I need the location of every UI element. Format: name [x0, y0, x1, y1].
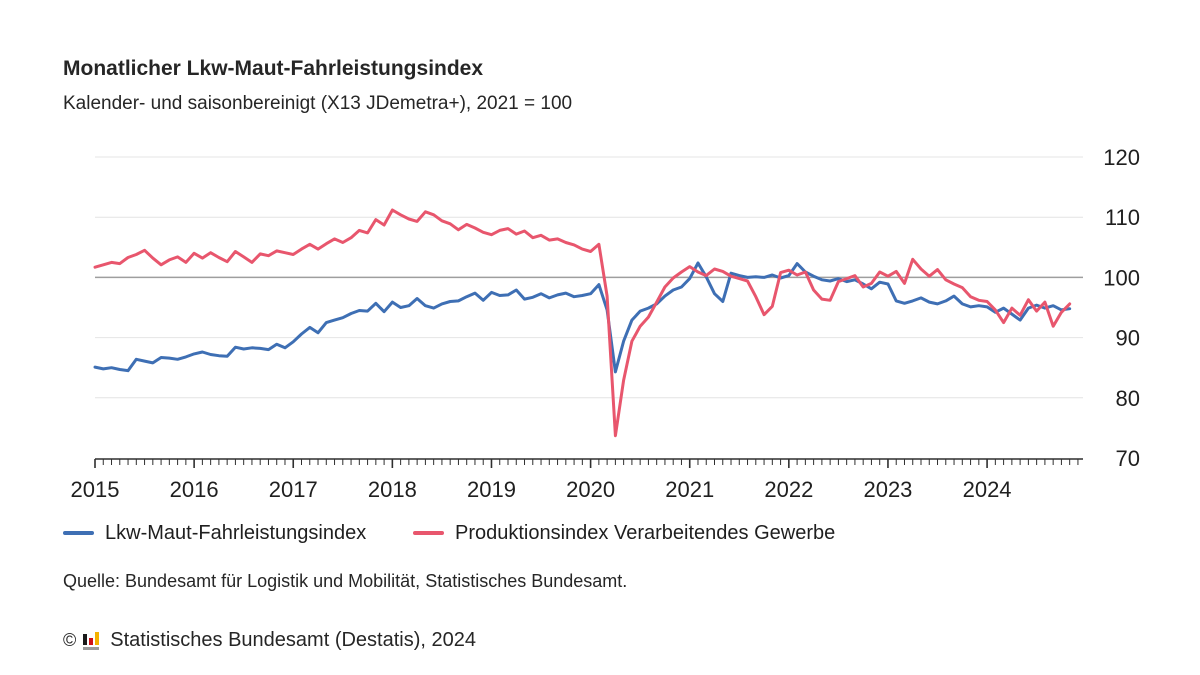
svg-text:2024: 2024 [963, 477, 1012, 502]
svg-text:110: 110 [1105, 205, 1140, 230]
svg-text:2016: 2016 [170, 477, 219, 502]
svg-text:2019: 2019 [467, 477, 516, 502]
svg-text:2018: 2018 [368, 477, 417, 502]
footer: © Statistisches Bundesamt (Destatis), 20… [63, 629, 476, 652]
svg-text:80: 80 [1116, 386, 1140, 411]
footer-text: Statistisches Bundesamt (Destatis), 2024 [110, 629, 476, 651]
copyright-symbol: © [63, 630, 77, 650]
svg-text:2017: 2017 [269, 477, 318, 502]
legend-label: Produktionsindex Verarbeitendes Gewerbe [455, 521, 836, 544]
legend-label: Lkw-Maut-Fahrleistungsindex [105, 521, 367, 544]
page-title: Monatlicher Lkw-Maut-Fahrleistungsindex [63, 57, 484, 80]
svg-text:2022: 2022 [764, 477, 813, 502]
svg-text:100: 100 [1103, 265, 1140, 290]
svg-text:2020: 2020 [566, 477, 615, 502]
legend-swatch-red [413, 531, 444, 535]
svg-text:90: 90 [1116, 326, 1140, 351]
source-note: Quelle: Bundesamt für Logistik und Mobil… [63, 571, 628, 591]
destatis-logo-icon [83, 631, 100, 650]
svg-text:2023: 2023 [863, 477, 912, 502]
legend-swatch-blue [63, 531, 94, 535]
svg-text:2015: 2015 [71, 477, 120, 502]
legend-item-produktionsindex: Produktionsindex Verarbeitendes Gewerbe [413, 520, 835, 546]
chart-subtitle: Kalender- und saisonbereinigt (X13 JDeme… [63, 93, 573, 114]
svg-text:2021: 2021 [665, 477, 714, 502]
legend-item-lkw-maut: Lkw-Maut-Fahrleistungsindex [63, 520, 366, 546]
svg-text:120: 120 [1103, 145, 1140, 170]
svg-text:70: 70 [1116, 446, 1140, 471]
